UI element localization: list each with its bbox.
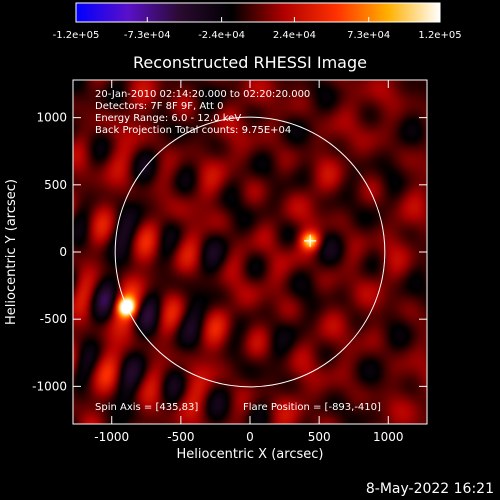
y-tick-label: -500 (40, 312, 67, 326)
timestamp: 8-May-2022 16:21 (365, 481, 494, 497)
y-tick-label: 1000 (36, 111, 67, 125)
flare-position-label: Flare Position = [-893,-410] (243, 402, 381, 413)
x-tick-label: -1000 (94, 430, 129, 444)
spin-axis-marker (304, 234, 317, 247)
x-tick-label: 1000 (373, 430, 404, 444)
colorbar-tick-label: -1.2e+05 (53, 30, 100, 41)
annotation-line: Energy Range: 6.0 - 12.0 keV (95, 113, 241, 124)
solar-limb-circle (114, 116, 386, 388)
colorbar-ticks: -1.2e+05 -7.3e+04 -2.4e+04 2.4e+04 7.3e+04 1.… (53, 17, 462, 41)
y-axis-label: Heliocentric Y (arcsec) (4, 179, 19, 325)
y-tick-label: -1000 (32, 379, 67, 393)
x-tick-label: -500 (167, 430, 194, 444)
x-tick-label: 0 (246, 430, 254, 444)
colorbar-tick-label: -7.3e+04 (124, 30, 171, 41)
x-tick-label: 500 (308, 430, 331, 444)
image-area (73, 80, 427, 424)
x-axis-label: Heliocentric X (arcsec) (177, 447, 324, 462)
x-axis-ticks: -1000 -500 0 500 1000 (94, 80, 404, 444)
colorbar-bar (75, 2, 441, 23)
annotations: 20-Jan-2010 02:14:20.000 to 02:20:20.000… (95, 89, 310, 136)
annotation-line: Back Projection Total counts: 9.75E+04 (95, 125, 291, 136)
chart-title: Reconstructed RHESSI Image (133, 53, 367, 72)
colorbar-tick-label: 7.3e+04 (347, 30, 390, 41)
heatmap-image (73, 80, 427, 424)
annotation-line: 20-Jan-2010 02:14:20.000 to 02:20:20.000 (95, 89, 310, 100)
annotation-line: Detectors: 7F 8F 9F, Att 0 (95, 101, 223, 112)
colorbar-tick-label: 1.2e+05 (418, 30, 461, 41)
y-axis-ticks: -1000 -500 0 500 1000 (32, 111, 427, 393)
y-tick-label: 0 (59, 245, 67, 259)
spin-axis-label: Spin Axis = [435,83] (95, 402, 198, 413)
colorbar: -1.2e+05 -7.3e+04 -2.4e+04 2.4e+04 7.3e+04 1.… (53, 2, 462, 41)
y-tick-label: 500 (44, 178, 67, 192)
colorbar-tick-label: 2.4e+04 (273, 30, 316, 41)
colorbar-tick-label: -2.4e+04 (198, 30, 245, 41)
